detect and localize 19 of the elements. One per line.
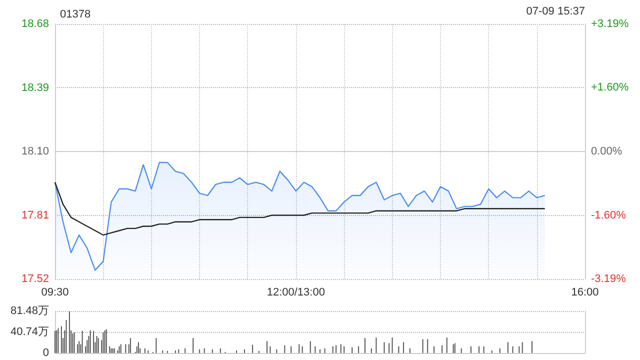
y2-tick-label: -1.60% — [591, 209, 626, 222]
y2-tick-label: -3.19% — [591, 273, 626, 285]
y-tick-label: 40.74万 — [10, 326, 49, 338]
text: 07-09 15:37 — [526, 6, 585, 18]
y-tick-label: 17.81 — [21, 209, 49, 222]
y-tick-label: 18.10 — [21, 146, 49, 158]
x-tick-label: 09:30 — [41, 286, 69, 298]
y2-tick-label: +3.19% — [591, 18, 629, 30]
y-tick-label: 0 — [42, 347, 49, 359]
y-tick-label: 18.39 — [21, 82, 49, 94]
y-tick-label: 17.52 — [21, 273, 49, 285]
y-tick-label: 18.68 — [21, 18, 49, 30]
line-series — [54, 182, 546, 236]
chart-title: 01378 — [60, 8, 91, 20]
x-tick-label: 16:00 — [571, 286, 599, 298]
y-tick-label: 81.48万 — [10, 305, 49, 317]
y2-tick-label: +1.60% — [591, 82, 629, 94]
x-tick-label: 12:00/13:00 — [266, 286, 325, 298]
y2-tick-label: 0.00% — [591, 146, 622, 158]
